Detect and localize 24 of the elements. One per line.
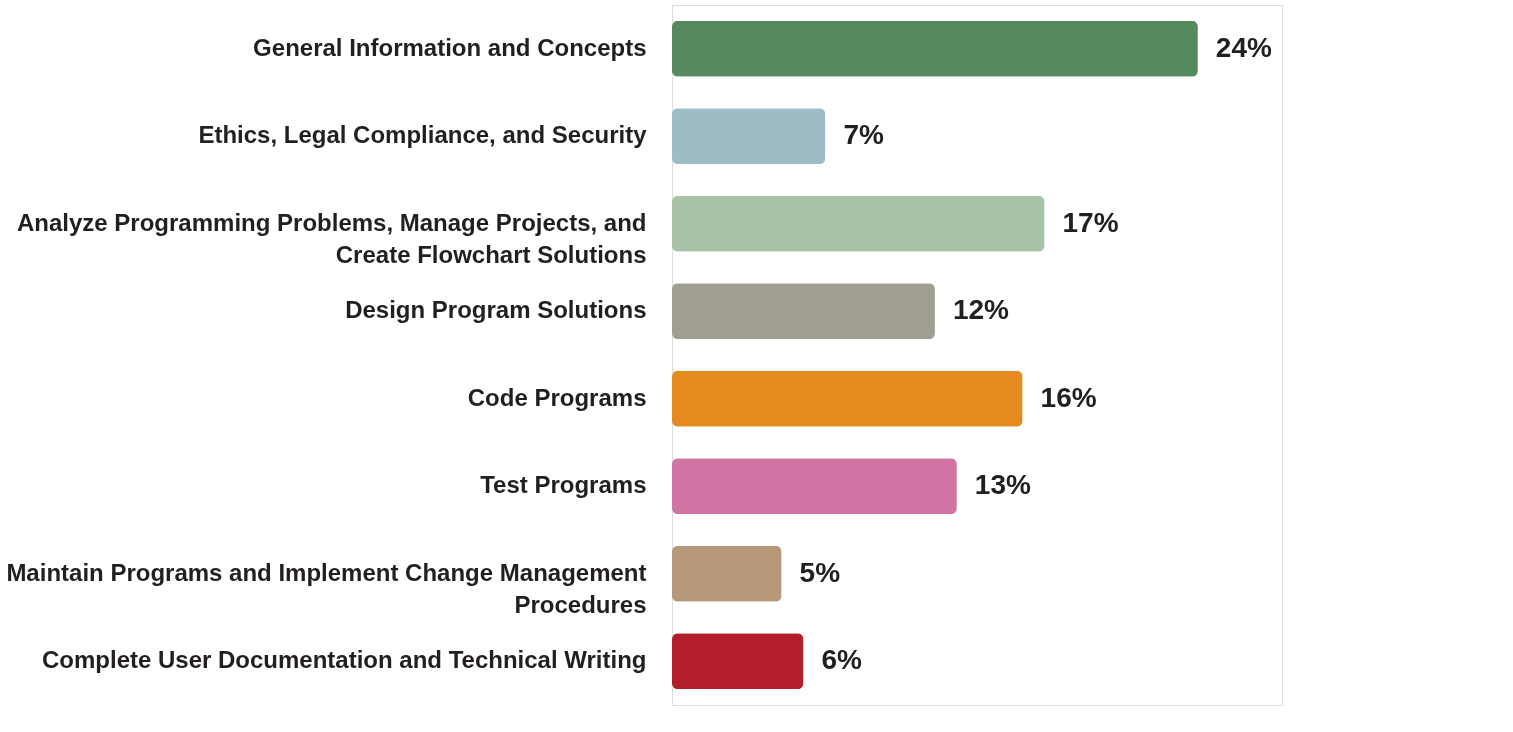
bar	[672, 283, 935, 340]
y-tick-label: General Information and Concepts	[253, 33, 647, 61]
y-tick-label: Maintain Programs and Implement Change Management Procedures	[6, 558, 647, 618]
data-label: 12%	[952, 294, 1010, 326]
bar	[672, 633, 804, 690]
data-label: 24%	[1215, 31, 1273, 63]
bar	[672, 20, 1198, 77]
bar	[672, 545, 782, 602]
data-label: 7%	[843, 119, 884, 151]
y-tick-label: Ethics, Legal Compliance, and Security	[198, 121, 648, 149]
y-tick-label: Analyze Programming Problems, Manage Projects, and Create Flowchart Solutions	[16, 208, 647, 268]
data-label: 17%	[1062, 206, 1119, 238]
y-tick-label: Code Programs	[467, 383, 647, 411]
data-label: 16%	[1040, 381, 1097, 413]
y-tick-label: Design Program Solutions	[345, 296, 647, 324]
data-label: 6%	[821, 644, 863, 676]
y-tick-label: Complete User Documentation and Technical Writing	[41, 646, 647, 674]
bar	[672, 195, 1045, 252]
bar	[672, 370, 1023, 427]
data-label: 13%	[974, 469, 1031, 501]
bar	[672, 458, 957, 515]
data-label: 5%	[799, 556, 841, 588]
y-tick-label: Test Programs	[480, 471, 647, 499]
bar	[672, 108, 826, 165]
